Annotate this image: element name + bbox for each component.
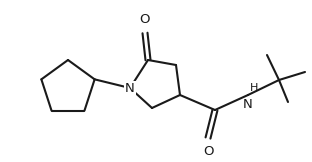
- Text: N: N: [243, 98, 253, 111]
- Text: O: O: [203, 145, 213, 158]
- Text: N: N: [125, 81, 135, 94]
- Text: O: O: [140, 13, 150, 26]
- Text: H: H: [250, 83, 258, 93]
